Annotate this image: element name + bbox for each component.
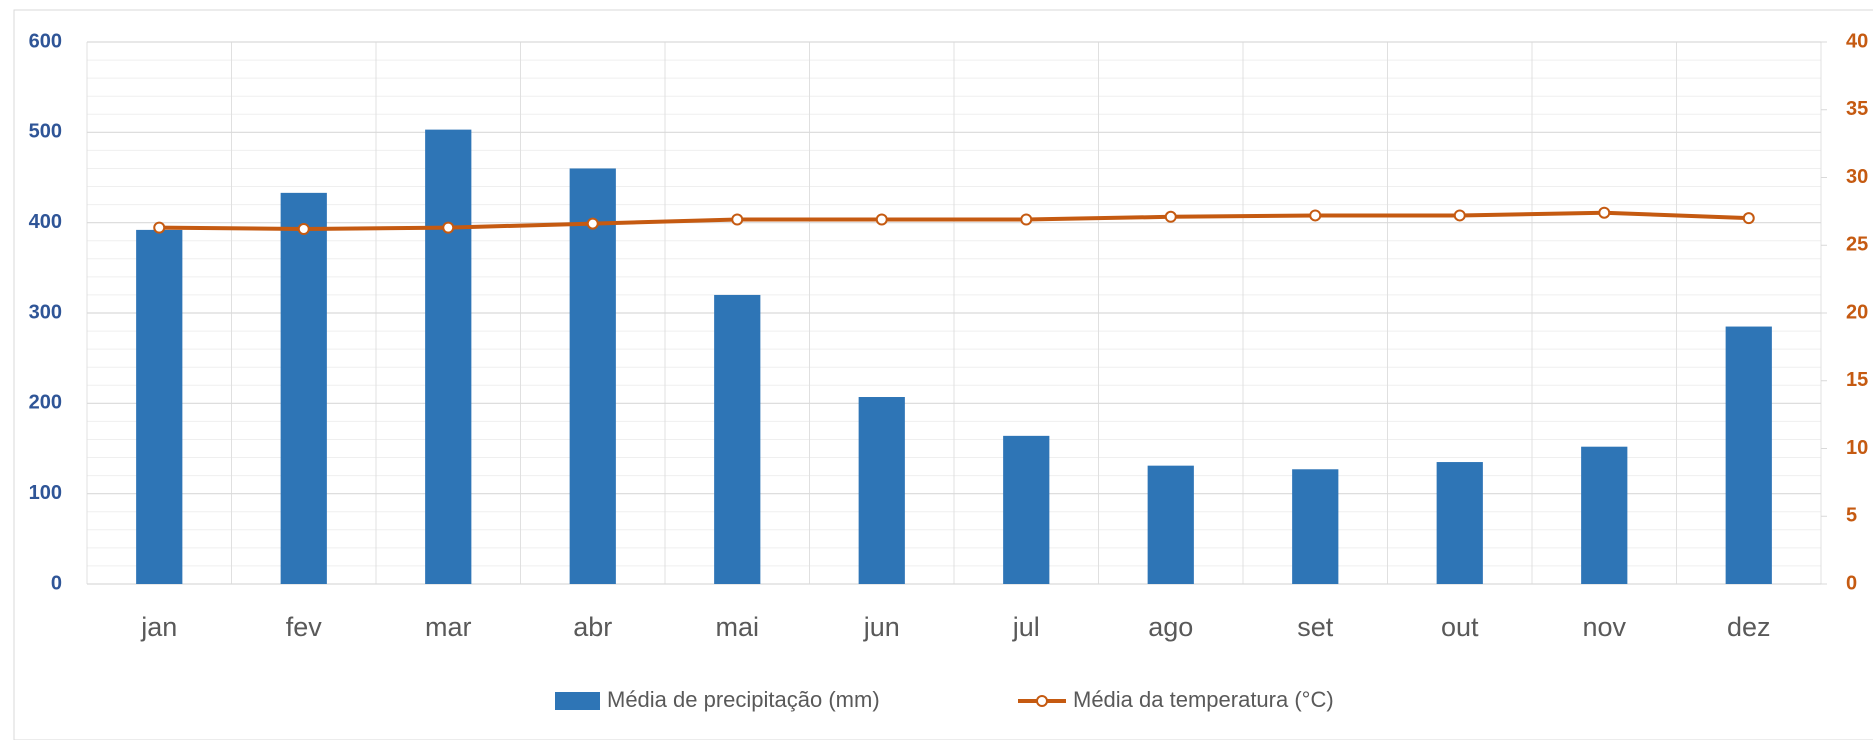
line-marker [1164,210,1177,223]
y-tick-label: 300 [29,301,62,323]
bar [714,294,761,584]
line-marker [586,217,599,230]
y2-tick-label: 10 [1846,437,1868,459]
y-tick-label: 200 [29,392,62,414]
line [159,210,1749,231]
y-tick-label: 500 [29,121,62,143]
legend-label: Média da temperatura (°C) [1073,687,1334,712]
bar [1003,435,1050,584]
y2-tick-label: 15 [1846,369,1868,391]
line-marker [1598,206,1611,219]
line-marker [875,213,888,226]
y2-tick-label: 5 [1846,505,1857,527]
y2-tick-label: 30 [1846,166,1868,188]
y2-tick-label: 25 [1846,234,1868,256]
line-marker [297,222,310,235]
legend-label: Média de precipitação (mm) [607,687,880,712]
line-marker [1020,213,1033,226]
x-tick-label: abr [573,612,612,642]
y2-tick-label: 40 [1846,30,1868,52]
y-tick-label: 400 [29,211,62,233]
line-marker [153,221,166,234]
y-tick-label: 600 [29,30,62,52]
legend-swatch [555,692,600,710]
bar [569,168,616,584]
line-marker [442,221,455,234]
x-tick-label: ago [1148,612,1193,642]
bar [858,397,905,584]
legend-marker [1036,695,1048,707]
x-tick-label: nov [1582,612,1626,642]
x-tick-label: mar [425,612,472,642]
bar [136,229,183,585]
x-tick-label: jan [140,612,177,642]
x-tick-label: jun [863,612,900,642]
x-tick-label: fev [286,612,323,642]
y2-tick-label: 35 [1846,98,1868,120]
y2-tick-label: 0 [1846,572,1857,594]
bar [425,129,472,584]
y2-tick-label: 20 [1846,301,1868,323]
bar [1581,446,1628,584]
bar [1436,462,1483,584]
bar [280,192,327,584]
y-tick-label: 0 [51,572,62,594]
line-marker [1453,209,1466,222]
x-tick-label: mai [715,612,759,642]
x-tick-label: set [1297,612,1334,642]
bar [1292,469,1339,584]
line-marker [731,213,744,226]
line-marker [1742,212,1755,225]
x-tick-label: jul [1012,612,1040,642]
chart-frame [13,9,1873,740]
bar [1147,465,1194,584]
line-marker [1309,209,1322,222]
y-tick-label: 100 [29,482,62,504]
x-tick-label: dez [1727,612,1771,642]
x-tick-label: out [1441,612,1479,642]
bar [1725,326,1772,584]
